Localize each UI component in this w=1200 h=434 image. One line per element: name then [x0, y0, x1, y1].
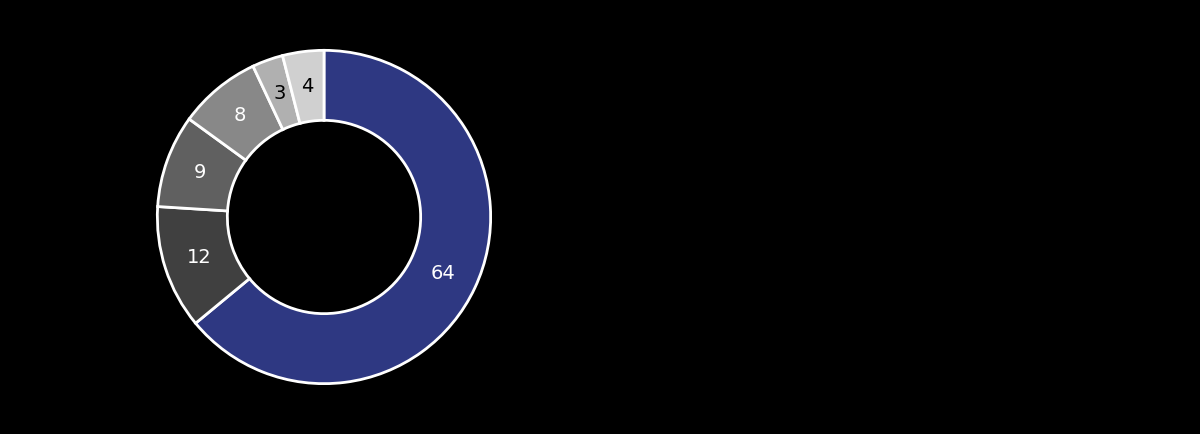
Text: 4: 4: [301, 77, 313, 96]
Wedge shape: [253, 56, 300, 129]
Wedge shape: [190, 66, 283, 160]
Wedge shape: [157, 207, 250, 323]
Text: 3: 3: [274, 84, 286, 102]
Wedge shape: [282, 50, 324, 123]
Text: 64: 64: [431, 263, 456, 283]
Text: 12: 12: [186, 248, 211, 267]
Text: 9: 9: [194, 163, 206, 182]
Wedge shape: [196, 50, 491, 384]
Text: 8: 8: [234, 106, 246, 125]
Wedge shape: [157, 119, 246, 211]
